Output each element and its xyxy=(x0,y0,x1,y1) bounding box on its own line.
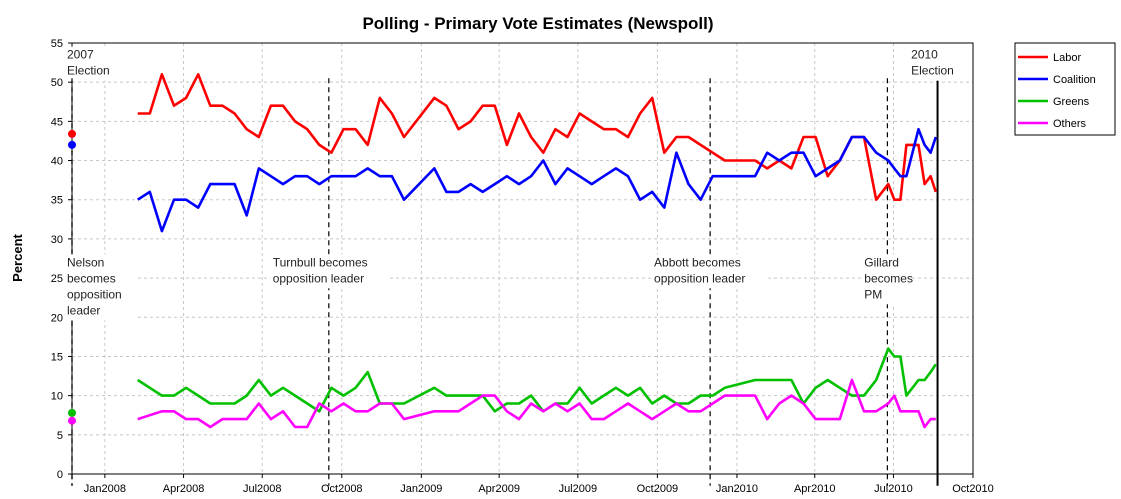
y-tick-label: 25 xyxy=(51,273,63,285)
y-tick-label: 20 xyxy=(51,312,63,324)
election-point-others xyxy=(68,416,76,425)
event-label-bg xyxy=(65,46,122,81)
event-label: becomes xyxy=(864,271,913,285)
x-tick-label: Apr2009 xyxy=(478,483,520,495)
x-tick-label: Jul2010 xyxy=(874,483,913,495)
legend-label: Greens xyxy=(1053,96,1090,108)
x-tick-label: Oct2009 xyxy=(637,483,679,495)
event-label: Turnbull becomes xyxy=(273,255,368,269)
series-line-coalition xyxy=(136,127,938,233)
y-tick-label: 55 xyxy=(51,38,63,50)
event-label-bg xyxy=(862,254,913,305)
event-label: Election xyxy=(67,64,110,78)
plot-frame xyxy=(71,42,974,475)
legend: Labor Coalition Greens Others xyxy=(1014,42,1116,136)
y-ticks: 0 5 10 15 20 25 30 35 40 45 50 55 xyxy=(51,38,72,481)
y-tick-label: 30 xyxy=(51,234,63,246)
x-tick-label: Apr2010 xyxy=(794,483,836,495)
chart-title: Polling - Primary Vote Estimates (Newspo… xyxy=(362,14,713,33)
event-label: becomes xyxy=(67,271,116,285)
series-lines xyxy=(136,73,938,429)
x-tick-label: Apr2008 xyxy=(163,483,205,495)
event-label: PM xyxy=(864,287,882,301)
event-label: opposition xyxy=(67,287,122,301)
event-label: 2010 xyxy=(911,48,938,62)
x-tick-label: Jan2009 xyxy=(400,483,442,495)
grid xyxy=(72,43,973,474)
event-label-bg xyxy=(65,254,135,321)
legend-box xyxy=(1014,42,1116,136)
event-label: opposition leader xyxy=(654,271,745,285)
event-label-bg xyxy=(909,46,966,81)
y-tick-label: 10 xyxy=(51,391,63,403)
legend-label: Labor xyxy=(1053,52,1081,64)
event-label-bg xyxy=(652,254,769,289)
y-tick-label: 0 xyxy=(57,469,63,481)
x-ticks: Jan2008 Apr2008 Jul2008 Oct2008 Jan2009 Apr20… xyxy=(84,474,994,495)
event-label: 2007 xyxy=(67,48,94,62)
y-tick-label: 35 xyxy=(51,195,63,207)
x-tick-label: Jul2008 xyxy=(243,483,282,495)
event-label: Gillard xyxy=(864,255,899,269)
series-line-greens xyxy=(136,347,937,413)
event-label-bg xyxy=(270,254,387,289)
event-label: Nelson xyxy=(67,255,104,269)
y-tick-label: 45 xyxy=(51,116,63,128)
x-tick-label: Jul2009 xyxy=(559,483,598,495)
y-tick-label: 40 xyxy=(51,156,63,168)
x-tick-label: Jan2008 xyxy=(84,483,126,495)
election-point-greens xyxy=(68,408,76,417)
event-label: opposition leader xyxy=(273,271,364,285)
election-point-coalition xyxy=(68,140,76,149)
event-markers: 2007 Election Nelson becomes opposition leade… xyxy=(65,46,966,486)
y-tick-label: 50 xyxy=(51,77,63,89)
election-point-labor xyxy=(68,129,76,138)
y-tick-label: 15 xyxy=(51,351,63,363)
series-line-labor xyxy=(137,73,938,201)
x-tick-label: Oct2010 xyxy=(952,483,994,495)
y-tick-label: 5 xyxy=(57,430,63,442)
event-label: leader xyxy=(67,303,100,317)
event-label: Abbott becomes xyxy=(654,255,741,269)
election-2007-points xyxy=(68,129,76,425)
x-tick-label: Oct2008 xyxy=(321,483,363,495)
series-line-others xyxy=(137,378,936,429)
legend-label: Others xyxy=(1053,118,1087,130)
event-label: Election xyxy=(911,64,954,78)
y-axis-label: Percent xyxy=(10,233,25,281)
legend-label: Coalition xyxy=(1053,74,1096,86)
x-tick-label: Jan2010 xyxy=(716,483,758,495)
